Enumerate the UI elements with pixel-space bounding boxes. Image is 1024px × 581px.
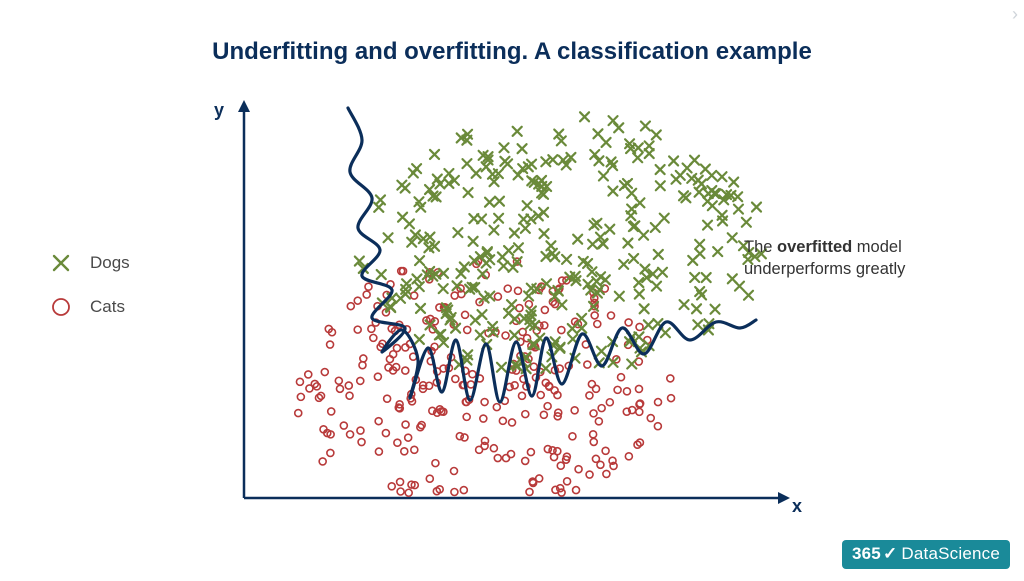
plot-svg — [230, 100, 790, 510]
brand-badge: 365 ✓ DataScience — [842, 540, 1010, 569]
brand-datascience: DataScience — [901, 544, 1000, 564]
chevron-right-icon[interactable]: › — [1012, 4, 1018, 25]
legend-item-cats: Cats — [46, 296, 130, 318]
legend-label: Dogs — [90, 253, 130, 273]
circle-icon — [46, 296, 76, 318]
legend-label: Cats — [90, 297, 125, 317]
check-icon: ✓ — [883, 544, 897, 564]
cross-icon — [46, 252, 76, 274]
overfit-annotation: The overfitted model underperforms great… — [744, 236, 974, 281]
chart-legend: Dogs Cats — [46, 252, 130, 340]
y-axis-label: y — [214, 100, 224, 121]
annotation-bold: overfitted — [777, 238, 852, 256]
brand-365: 365 — [852, 544, 881, 564]
legend-item-dogs: Dogs — [46, 252, 130, 274]
classification-scatter-plot — [230, 100, 790, 510]
page-title: Underfitting and overfitting. A classifi… — [0, 38, 1024, 66]
annotation-prefix: The — [744, 238, 777, 256]
x-axis-label: x — [792, 496, 802, 517]
